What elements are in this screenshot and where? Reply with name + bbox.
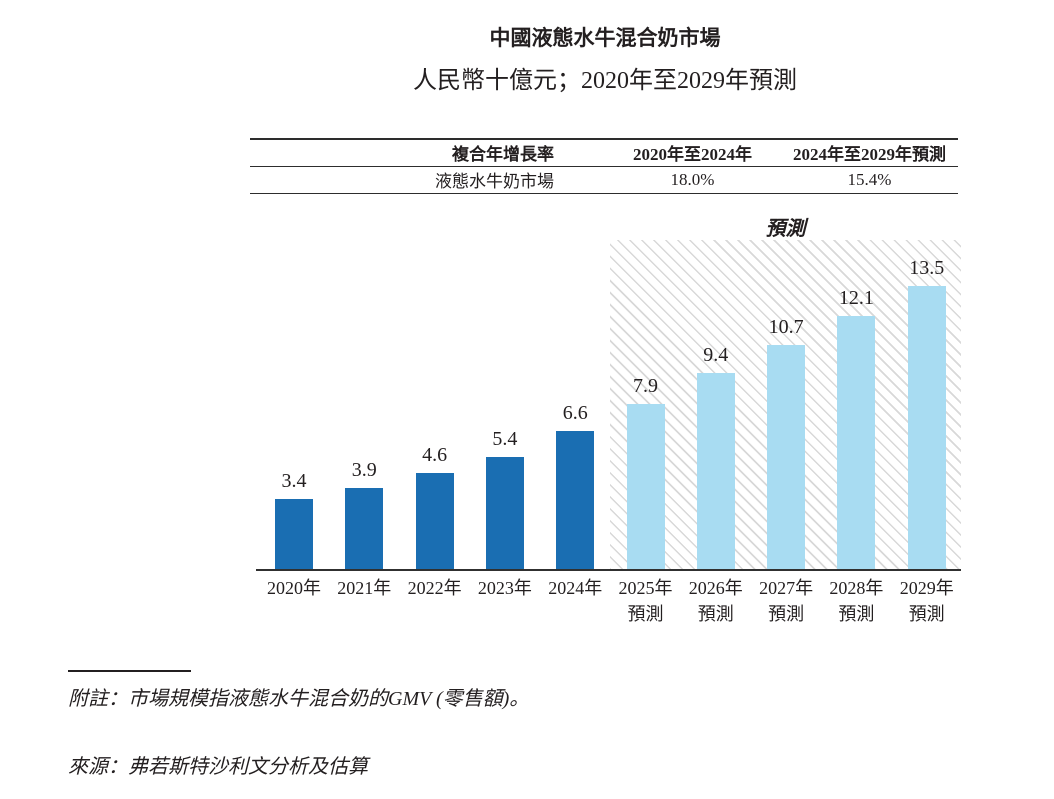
x-axis-label: 2028年 bbox=[829, 578, 884, 598]
x-axis-sublabel: 預測 bbox=[908, 604, 945, 624]
bar-2023年 bbox=[485, 457, 524, 570]
bar-2022年 bbox=[415, 473, 454, 570]
x-axis-label: 2021年 bbox=[337, 578, 392, 598]
title-block: 中國液態水牛混合奶市場 人民幣十億元；2020年至2029年預測 bbox=[155, 26, 1054, 96]
source-text: 來源：弗若斯特沙利文分析及估算 bbox=[68, 756, 368, 778]
cagr-table: 複合年增長率 2020年至2024年 2024年至2029年預測 液態水牛奶市場… bbox=[250, 138, 958, 194]
x-axis-label: 2020年 bbox=[267, 578, 321, 598]
x-axis-label: 2029年 bbox=[899, 578, 954, 598]
bar-value-label: 10.7 bbox=[768, 316, 804, 338]
cagr-row-label: 液態水牛奶市場 bbox=[435, 172, 554, 191]
cagr-value-2020-2024: 18.0% bbox=[670, 169, 715, 189]
cagr-header-row: 複合年增長率 2020年至2024年 2024年至2029年預測 bbox=[250, 139, 958, 166]
x-axis-sublabel: 預測 bbox=[697, 604, 734, 624]
bar-2024年 bbox=[556, 431, 595, 570]
x-axis-line bbox=[256, 569, 961, 571]
x-axis-label: 2027年 bbox=[759, 578, 814, 598]
table-row: 液態水牛奶市場 18.0% 15.4% bbox=[250, 166, 958, 193]
bar-value-label: 6.6 bbox=[562, 402, 588, 424]
bar-value-label: 3.9 bbox=[351, 459, 377, 481]
footnote-rule bbox=[68, 670, 191, 672]
bar-2025年 bbox=[626, 404, 665, 570]
x-axis-label: 2023年 bbox=[477, 578, 532, 598]
bar-2026年 bbox=[696, 373, 735, 570]
x-axis-sublabel: 預測 bbox=[838, 604, 875, 624]
bar-value-label: 13.5 bbox=[909, 257, 945, 279]
bar-value-label: 12.1 bbox=[838, 287, 874, 309]
bar-2027年 bbox=[767, 345, 806, 570]
bar-2028年 bbox=[837, 316, 876, 570]
x-axis-label: 2024年 bbox=[548, 578, 603, 598]
bar-value-label: 3.4 bbox=[281, 470, 307, 492]
bar-2029年 bbox=[907, 286, 946, 570]
chart-subtitle: 人民幣十億元；2020年至2029年預測 bbox=[413, 68, 797, 94]
bar-2020年 bbox=[275, 499, 313, 570]
bar-2021年 bbox=[345, 488, 384, 570]
cagr-header-period-2020-2024: 2020年至2024年 bbox=[633, 145, 752, 165]
cagr-header-period-2024-2029: 2024年至2029年預測 bbox=[793, 145, 946, 165]
cagr-value-2024-2029: 15.4% bbox=[847, 169, 892, 189]
x-axis-label: 2026年 bbox=[688, 578, 743, 598]
bar-value-label: 9.4 bbox=[703, 344, 729, 366]
footnote-text: 附註：市場規模指液態水牛混合奶的GMV (零售額)。 bbox=[68, 688, 530, 710]
bar-value-label: 4.6 bbox=[422, 444, 448, 466]
bar-value-label: 5.4 bbox=[492, 428, 518, 450]
x-axis-sublabel: 預測 bbox=[768, 604, 805, 624]
page-title: 中國液態水牛混合奶市場 bbox=[489, 27, 721, 50]
forecast-annotation: 預測 bbox=[765, 218, 806, 240]
bar-value-label: 7.9 bbox=[633, 375, 658, 397]
x-axis-label: 2025年 bbox=[618, 578, 673, 598]
x-axis-label: 2022年 bbox=[407, 578, 462, 598]
cagr-header-metric: 複合年增長率 bbox=[452, 145, 554, 165]
x-axis-sublabel: 預測 bbox=[627, 604, 664, 624]
